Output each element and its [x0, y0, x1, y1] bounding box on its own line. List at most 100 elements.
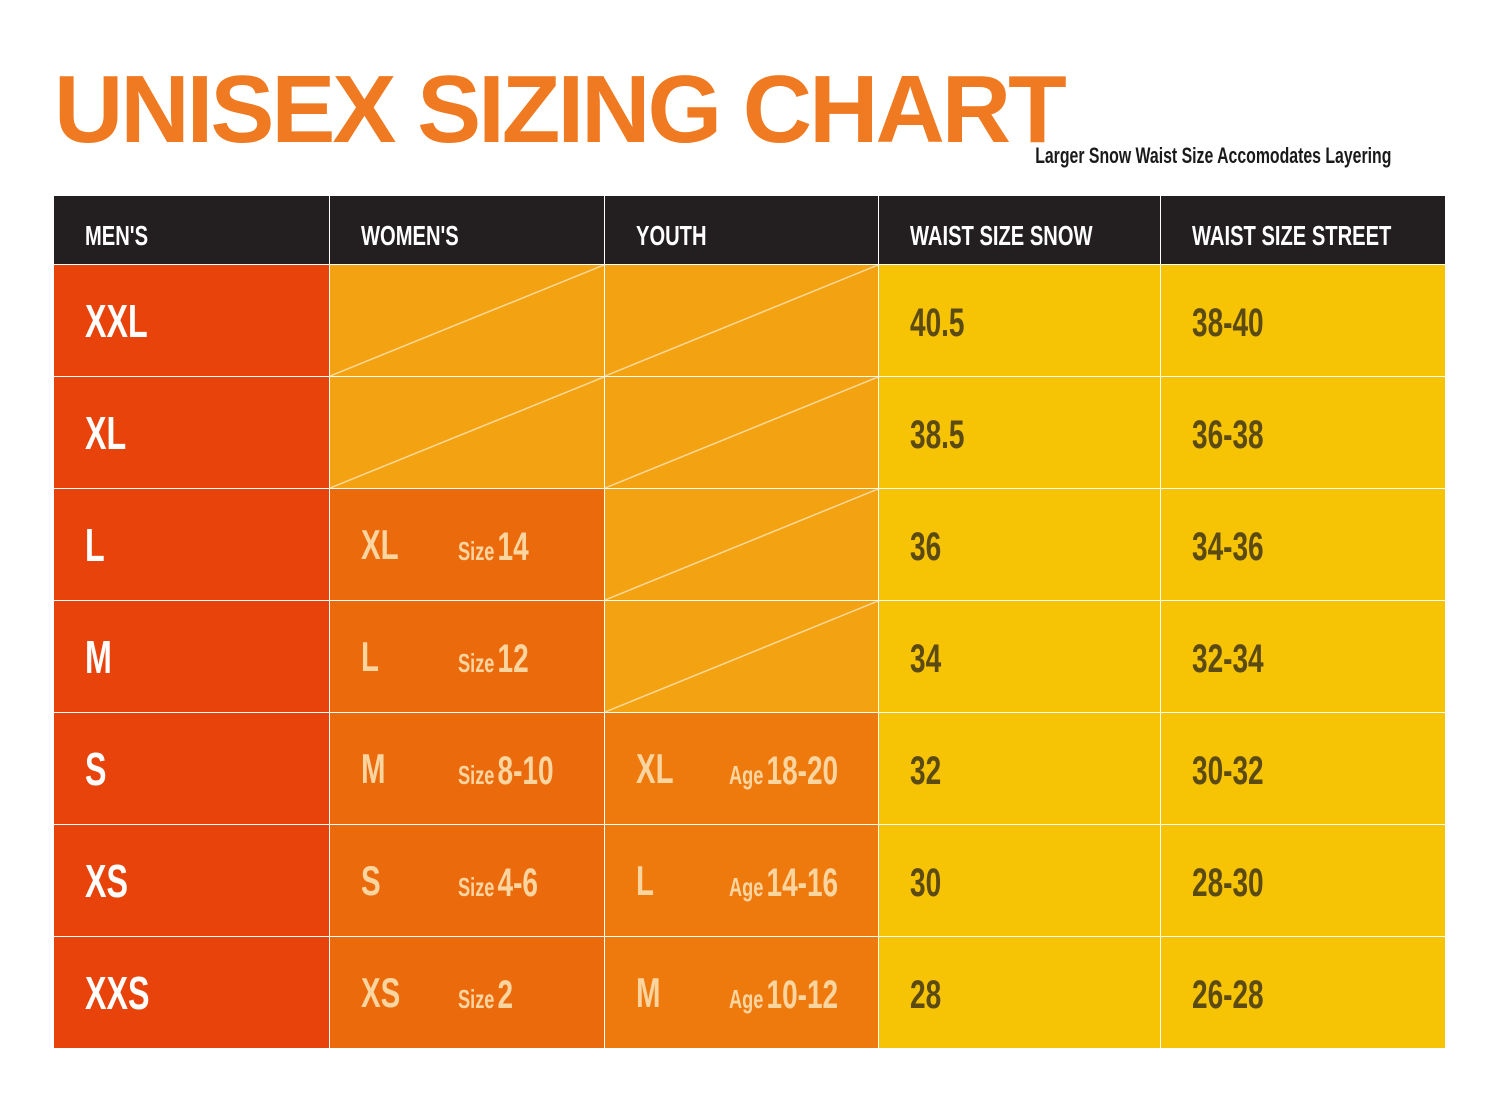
womens-detail-prefix: Size	[458, 984, 495, 1014]
cell-street: 28-30	[1161, 825, 1445, 936]
cell-womens: XS Size 2	[330, 937, 604, 1048]
youth-detail-prefix: Age	[729, 872, 764, 902]
cell-mens: XXL	[54, 265, 329, 376]
cell-mens: L	[54, 489, 329, 600]
cell-mens: XL	[54, 377, 329, 488]
not-applicable-diagonal	[605, 489, 878, 600]
cell-snow: 34	[879, 601, 1160, 712]
waist-snow-value: 36	[910, 525, 942, 569]
womens-detail-value: 14	[497, 525, 529, 569]
waist-snow-value: 38.5	[910, 413, 965, 457]
diagonal-line	[605, 489, 878, 600]
cell-mens: S	[54, 713, 329, 824]
cell-youth: L Age 14-16	[605, 825, 878, 936]
cell-street: 38-40	[1161, 265, 1445, 376]
womens-detail: Size 4-6	[458, 825, 538, 936]
mens-size: L	[85, 519, 105, 571]
cell-mens: M	[54, 601, 329, 712]
cell-street: 26-28	[1161, 937, 1445, 1048]
waist-street-value: 34-36	[1192, 525, 1264, 569]
header-mens: MEN'S	[54, 196, 329, 264]
waist-street-value: 36-38	[1192, 413, 1264, 457]
youth-detail-value: 10-12	[766, 973, 839, 1017]
youth-detail-value: 14-16	[766, 861, 839, 905]
waist-street-value: 30-32	[1192, 749, 1264, 793]
womens-detail: Size 14	[458, 489, 529, 600]
womens-detail: Size 8-10	[458, 713, 554, 824]
cell-youth	[605, 489, 878, 600]
cell-womens: M Size 8-10	[330, 713, 604, 824]
diagonal-line	[605, 601, 878, 712]
mens-size: M	[85, 631, 112, 683]
cell-womens: XL Size 14	[330, 489, 604, 600]
womens-detail-value: 8-10	[497, 749, 554, 793]
womens-detail-value: 12	[497, 637, 529, 681]
header-waist-street: WAIST SIZE STREET	[1161, 196, 1445, 264]
womens-size: M	[361, 745, 386, 792]
youth-detail: Age 14-16	[729, 825, 838, 936]
womens-detail-prefix: Size	[458, 872, 495, 902]
not-applicable-diagonal	[605, 601, 878, 712]
cell-youth: M Age 10-12	[605, 937, 878, 1048]
womens-size: XL	[361, 521, 399, 568]
waist-snow-value: 32	[910, 749, 942, 793]
header-womens: WOMEN'S	[330, 196, 604, 264]
cell-mens: XXS	[54, 937, 329, 1048]
waist-street-value: 32-34	[1192, 637, 1264, 681]
waist-street-value: 28-30	[1192, 861, 1264, 905]
womens-size: L	[361, 633, 379, 680]
sizing-table: MEN'S WOMEN'S YOUTH WAIST SIZE SNOW WAIS…	[54, 196, 1445, 1049]
youth-detail: Age 10-12	[729, 937, 838, 1048]
header-street-label: WAIST SIZE STREET	[1192, 220, 1392, 251]
cell-street: 34-36	[1161, 489, 1445, 600]
cell-youth	[605, 377, 878, 488]
youth-detail-prefix: Age	[729, 760, 764, 790]
not-applicable-diagonal	[605, 265, 878, 376]
header-snow-label: WAIST SIZE SNOW	[910, 220, 1093, 251]
waist-snow-value: 40.5	[910, 301, 965, 345]
waist-street-value: 26-28	[1192, 973, 1264, 1017]
waist-snow-value: 34	[910, 637, 942, 681]
header-youth: YOUTH	[605, 196, 878, 264]
cell-street: 36-38	[1161, 377, 1445, 488]
mens-size: XXL	[85, 295, 148, 347]
header-waist-snow: WAIST SIZE SNOW	[879, 196, 1160, 264]
waist-snow-value: 28	[910, 973, 942, 1017]
womens-detail-prefix: Size	[458, 760, 495, 790]
cell-womens: S Size 4-6	[330, 825, 604, 936]
womens-detail-prefix: Size	[458, 648, 495, 678]
cell-snow: 28	[879, 937, 1160, 1048]
header-mens-label: MEN'S	[85, 220, 149, 251]
cell-snow: 40.5	[879, 265, 1160, 376]
youth-size: M	[636, 969, 661, 1016]
cell-street: 30-32	[1161, 713, 1445, 824]
mens-size: S	[85, 743, 107, 795]
diagonal-line	[330, 265, 604, 376]
mens-size: XL	[85, 407, 127, 459]
cell-youth: XL Age 18-20	[605, 713, 878, 824]
not-applicable-diagonal	[330, 265, 604, 376]
cell-snow: 38.5	[879, 377, 1160, 488]
womens-detail: Size 12	[458, 601, 529, 712]
cell-womens	[330, 377, 604, 488]
cell-youth	[605, 601, 878, 712]
youth-detail: Age 18-20	[729, 713, 838, 824]
cell-snow: 36	[879, 489, 1160, 600]
womens-size: S	[361, 857, 381, 904]
waist-snow-value: 30	[910, 861, 942, 905]
youth-size: XL	[636, 745, 674, 792]
waist-street-value: 38-40	[1192, 301, 1264, 345]
not-applicable-diagonal	[605, 377, 878, 488]
header-womens-label: WOMEN'S	[361, 220, 459, 251]
cell-womens: L Size 12	[330, 601, 604, 712]
cell-mens: XS	[54, 825, 329, 936]
not-applicable-diagonal	[330, 377, 604, 488]
womens-detail-value: 4-6	[497, 861, 539, 905]
diagonal-line	[605, 265, 878, 376]
cell-street: 32-34	[1161, 601, 1445, 712]
youth-size: L	[636, 857, 654, 904]
diagonal-line	[330, 377, 604, 488]
chart-subtitle: Larger Snow Waist Size Accomodates Layer…	[1035, 143, 1392, 168]
womens-size: XS	[361, 969, 401, 1016]
page-title: UNISEX SIZING CHART	[54, 56, 1067, 163]
